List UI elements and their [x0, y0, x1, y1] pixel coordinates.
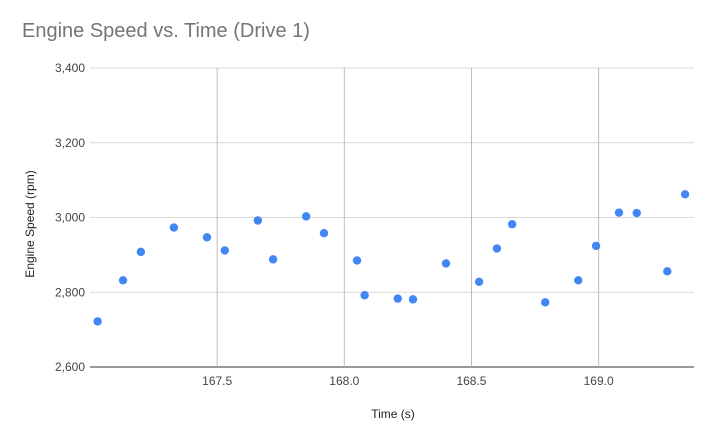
chart-title: Engine Speed vs. Time (Drive 1)	[22, 20, 310, 42]
y-tick-label: 3,200	[55, 136, 85, 150]
data-point	[507, 220, 517, 229]
x-tick-label: 168.5	[456, 374, 486, 388]
data-point	[393, 294, 402, 303]
data-point	[319, 228, 329, 238]
x-axis-label: Time (s)	[371, 407, 415, 421]
data-point	[169, 223, 179, 232]
data-point	[492, 244, 502, 253]
y-axis-tick-labels: 2,600 2,800 3,000 3,200 3,400	[55, 61, 85, 374]
data-point	[93, 317, 102, 326]
data-point	[268, 255, 278, 264]
x-axis-tick-labels: 167.5 168.0 168.5 169.0	[202, 374, 614, 388]
data-point	[408, 295, 418, 304]
data-point	[202, 233, 212, 242]
data-point	[352, 256, 362, 265]
data-point	[441, 259, 451, 268]
y-tick-label: 2,600	[55, 360, 85, 374]
data-point	[301, 212, 311, 221]
data-points	[93, 190, 690, 326]
data-point	[253, 216, 263, 225]
y-axis-label: Engine Speed (rpm)	[23, 170, 37, 277]
data-point	[680, 190, 690, 199]
data-point	[591, 241, 601, 251]
data-point	[360, 291, 369, 300]
data-point	[474, 277, 484, 286]
y-tick-label: 3,000	[55, 211, 85, 225]
data-point	[136, 247, 146, 257]
data-point	[118, 276, 128, 285]
data-point	[614, 208, 624, 217]
x-tick-label: 168.0	[329, 374, 359, 388]
x-tick-label: 169.0	[584, 374, 614, 388]
data-point	[541, 298, 550, 307]
x-tick-label: 167.5	[202, 374, 232, 388]
data-point	[632, 208, 641, 218]
data-point	[574, 276, 583, 285]
data-point	[663, 267, 672, 276]
data-point	[220, 246, 229, 255]
grid-lines	[90, 67, 694, 368]
y-tick-label: 3,400	[55, 61, 85, 75]
y-tick-label: 2,800	[55, 285, 85, 299]
